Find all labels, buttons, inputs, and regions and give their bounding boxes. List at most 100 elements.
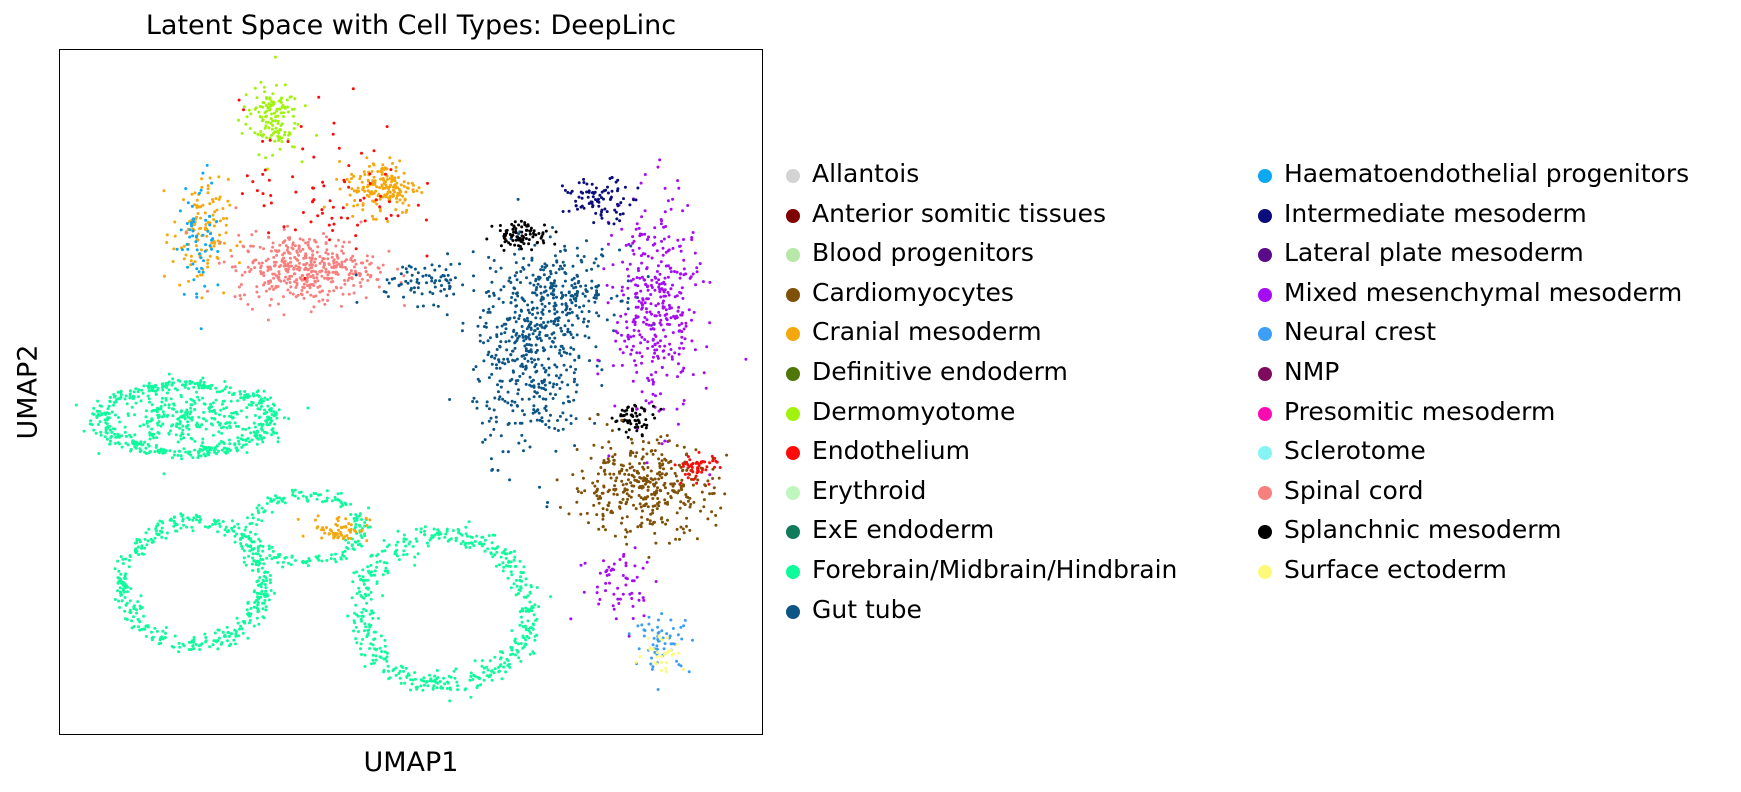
scatter-point	[322, 265, 326, 269]
scatter-point	[710, 454, 714, 458]
scatter-point	[469, 675, 473, 678]
scatter-point	[263, 396, 267, 400]
scatter-point	[374, 198, 378, 202]
scatter-point	[526, 308, 530, 312]
scatter-point	[290, 246, 294, 250]
scatter-point	[702, 498, 706, 502]
scatter-point	[193, 260, 197, 264]
scatter-point	[681, 462, 685, 466]
scatter-point	[653, 242, 657, 246]
scatter-point	[212, 401, 215, 405]
scatter-point	[621, 260, 625, 264]
scatter-point	[201, 171, 205, 175]
scatter-point	[677, 651, 681, 655]
scatter-point	[375, 554, 379, 558]
scatter-point	[505, 552, 509, 556]
scatter-point	[678, 506, 682, 510]
scatter-point	[475, 534, 479, 538]
scatter-point	[499, 555, 503, 559]
scatter-point	[531, 312, 534, 316]
scatter-point	[663, 498, 667, 502]
scatter-point	[575, 246, 579, 250]
scatter-point	[114, 435, 118, 439]
scatter-point	[167, 388, 171, 392]
scatter-point	[237, 118, 240, 122]
scatter-point	[423, 529, 427, 533]
scatter-point	[281, 560, 285, 564]
scatter-point	[426, 181, 429, 185]
scatter-point	[467, 520, 471, 524]
scatter-point	[519, 615, 523, 619]
scatter-point	[539, 299, 543, 302]
scatter-point	[255, 616, 259, 620]
scatter-point	[689, 469, 693, 472]
scatter-point	[520, 397, 524, 401]
scatter-point	[151, 386, 155, 390]
scatter-point	[470, 535, 474, 539]
scatter-point	[387, 187, 391, 191]
scatter-point	[112, 403, 115, 407]
scatter-point	[239, 396, 243, 400]
scatter-point	[256, 389, 260, 393]
scatter-point	[623, 472, 627, 476]
scatter-point	[323, 531, 327, 535]
scatter-point	[663, 282, 667, 286]
scatter-point	[371, 214, 374, 218]
scatter-point	[264, 124, 268, 128]
scatter-point	[415, 278, 419, 281]
scatter-point	[185, 242, 189, 246]
scatter-point	[267, 598, 271, 602]
scatter-point	[186, 201, 190, 205]
scatter-point	[222, 217, 225, 220]
scatter-point	[314, 294, 318, 298]
legend-marker	[786, 604, 800, 619]
scatter-point	[554, 230, 558, 234]
scatter-point	[368, 164, 371, 168]
scatter-point	[633, 546, 637, 550]
scatter-point	[507, 560, 511, 564]
scatter-point	[486, 547, 490, 551]
scatter-point	[189, 406, 193, 410]
scatter-point	[637, 494, 641, 497]
scatter-point	[229, 399, 233, 403]
scatter-point	[251, 516, 255, 520]
scatter-point	[649, 477, 653, 481]
scatter-point	[547, 357, 550, 361]
scatter-point	[347, 276, 351, 280]
scatter-point	[359, 529, 363, 533]
scatter-point	[421, 688, 425, 692]
scatter-point	[571, 336, 575, 340]
scatter-point	[297, 253, 301, 257]
scatter-point	[649, 449, 653, 453]
scatter-point	[684, 493, 688, 497]
scatter-point	[696, 466, 699, 470]
scatter-point	[354, 523, 358, 526]
scatter-point	[646, 346, 650, 350]
scatter-point	[569, 333, 573, 336]
scatter-point	[366, 633, 370, 637]
scatter-point	[193, 191, 197, 195]
scatter-point	[293, 488, 297, 492]
scatter-point	[382, 539, 386, 542]
scatter-point	[154, 393, 158, 396]
scatter-point	[334, 285, 338, 289]
scatter-point	[385, 561, 389, 565]
scatter-point	[328, 199, 332, 203]
scatter-point	[631, 344, 635, 348]
scatter-point	[193, 439, 197, 443]
scatter-point	[325, 559, 329, 562]
scatter-point	[625, 482, 628, 486]
scatter-point	[557, 267, 561, 271]
scatter-point	[654, 370, 658, 374]
scatter-point	[267, 102, 271, 106]
scatter-point	[281, 295, 285, 299]
scatter-point	[683, 472, 687, 476]
scatter-point	[529, 419, 533, 423]
legend-label: Mixed mesenchymal mesoderm	[1284, 277, 1683, 307]
scatter-point	[612, 458, 616, 462]
scatter-point	[522, 565, 526, 569]
scatter-point	[175, 523, 179, 527]
scatter-point	[521, 234, 525, 238]
scatter-point	[560, 302, 564, 306]
scatter-point	[666, 649, 670, 653]
